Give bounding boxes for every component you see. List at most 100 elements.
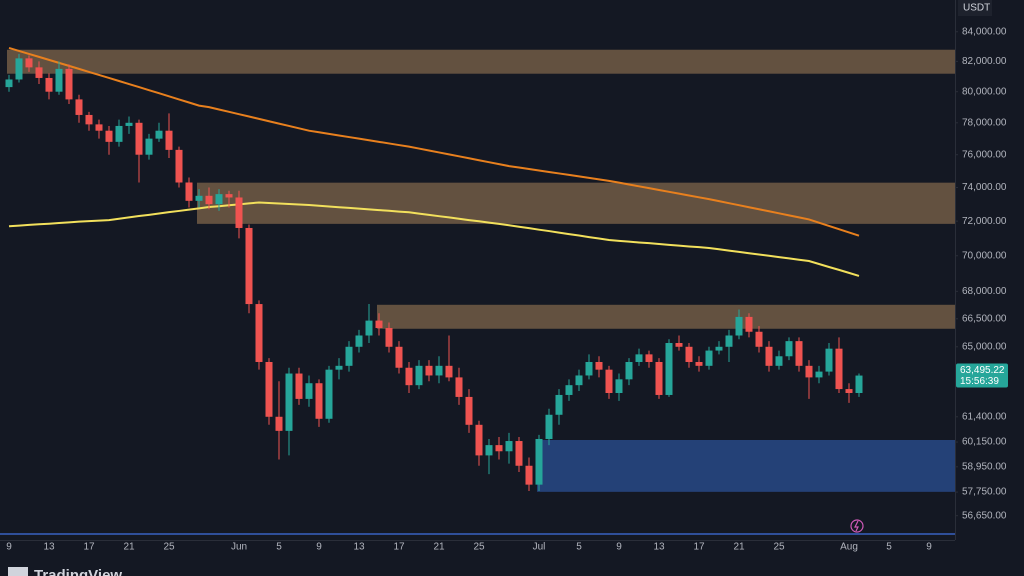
candle-body	[695, 361, 703, 366]
candle-body	[855, 375, 863, 393]
alert-icon-bolt	[854, 520, 859, 532]
y-tick-label: 65,000.00	[962, 341, 1007, 352]
candle-body	[305, 383, 313, 399]
candle-body	[5, 79, 13, 88]
candle-body	[335, 365, 343, 370]
x-tick-label: 9	[926, 542, 932, 553]
candle-body	[825, 348, 833, 372]
currency-label: USDT	[963, 3, 990, 14]
x-tick-label: Jun	[231, 542, 247, 553]
y-tick-label: 76,000.00	[962, 149, 1007, 160]
candle-body	[235, 197, 243, 228]
x-tick-label: Jul	[533, 542, 546, 553]
candle-body	[525, 465, 533, 485]
candle-body	[355, 335, 363, 347]
candle-body	[455, 377, 463, 397]
y-tick-label: 72,000.00	[962, 216, 1007, 227]
candle-body	[35, 67, 43, 78]
x-tick-label: 5	[276, 542, 282, 553]
candle-body	[755, 331, 763, 347]
x-tick-label: 17	[693, 542, 705, 553]
candle-body	[225, 194, 233, 198]
zone	[7, 49, 955, 74]
candle-body	[485, 445, 493, 456]
watermark: TradingView	[34, 567, 122, 576]
candle-body	[205, 195, 213, 205]
candle-body	[735, 316, 743, 336]
candle-body	[255, 304, 263, 362]
y-tick-label: 80,000.00	[962, 86, 1007, 97]
candle-body	[725, 335, 733, 347]
candle-body	[815, 371, 823, 378]
y-tick-label: 56,650.00	[962, 510, 1007, 521]
x-tick-label: 17	[83, 542, 95, 553]
candle-body	[805, 365, 813, 378]
x-tick-label: 13	[43, 542, 55, 553]
candle-body	[245, 227, 253, 305]
candle-body	[475, 424, 483, 456]
x-tick-label: 25	[773, 542, 785, 553]
x-tick-label: 13	[653, 542, 665, 553]
candle-body	[45, 77, 53, 92]
candle-body	[165, 130, 173, 150]
candle-body	[345, 346, 353, 366]
axes: 84,000.00 82,000.00 80,000.00 78,000.00 76,0…	[6, 26, 1007, 552]
candle-body	[15, 58, 23, 80]
candles	[5, 53, 863, 492]
zone	[197, 182, 955, 224]
candle-body	[515, 441, 523, 466]
y-tick-label: 58,950.00	[962, 461, 1007, 472]
candle-body	[195, 195, 203, 201]
x-tick-label: 5	[576, 542, 582, 553]
candle-body	[745, 316, 753, 332]
x-tick-label: 25	[473, 542, 485, 553]
zones	[7, 49, 955, 492]
last-price-label: 63,495.22	[960, 365, 1005, 376]
candle-body	[465, 396, 473, 425]
candle-body	[415, 365, 423, 386]
zone	[377, 304, 955, 329]
x-tick-label: 9	[6, 542, 12, 553]
candle-body	[325, 369, 333, 419]
x-tick-label: 21	[433, 542, 445, 553]
candle-body	[685, 346, 693, 362]
last-price-box	[956, 363, 1008, 388]
y-tick-label: 70,000.00	[962, 250, 1007, 261]
candle-body	[65, 68, 73, 100]
candle-body	[445, 365, 453, 378]
candle-body	[665, 343, 673, 395]
candle-body	[585, 361, 593, 376]
y-tick-label: 84,000.00	[962, 26, 1007, 37]
candle-body	[85, 114, 93, 125]
x-tick-label: 21	[733, 542, 745, 553]
candle-body	[435, 365, 443, 376]
candle-body	[495, 445, 503, 452]
candle-body	[535, 438, 543, 485]
candle-body	[265, 361, 273, 417]
candle-body	[845, 389, 853, 393]
candle-body	[715, 346, 723, 351]
candle-body	[575, 375, 583, 386]
candle-body	[765, 346, 773, 366]
candle-body	[145, 138, 153, 155]
candle-body	[635, 354, 643, 362]
candle-body	[365, 320, 373, 336]
candle-body	[215, 194, 223, 205]
y-tick-label: 82,000.00	[962, 56, 1007, 67]
zone	[537, 440, 955, 492]
y-tick-label: 66,500.00	[962, 313, 1007, 324]
candle-body	[285, 373, 293, 431]
candle-body	[395, 346, 403, 368]
candle-body	[785, 341, 793, 357]
candle-body	[375, 320, 383, 329]
watermark-logo	[8, 567, 28, 576]
x-tick-label: 9	[616, 542, 622, 553]
candle-body	[315, 383, 323, 419]
candle-body	[555, 394, 563, 415]
candle-body	[565, 385, 573, 395]
candle-body	[275, 416, 283, 431]
candle-body	[835, 348, 843, 390]
candle-body	[115, 125, 123, 142]
